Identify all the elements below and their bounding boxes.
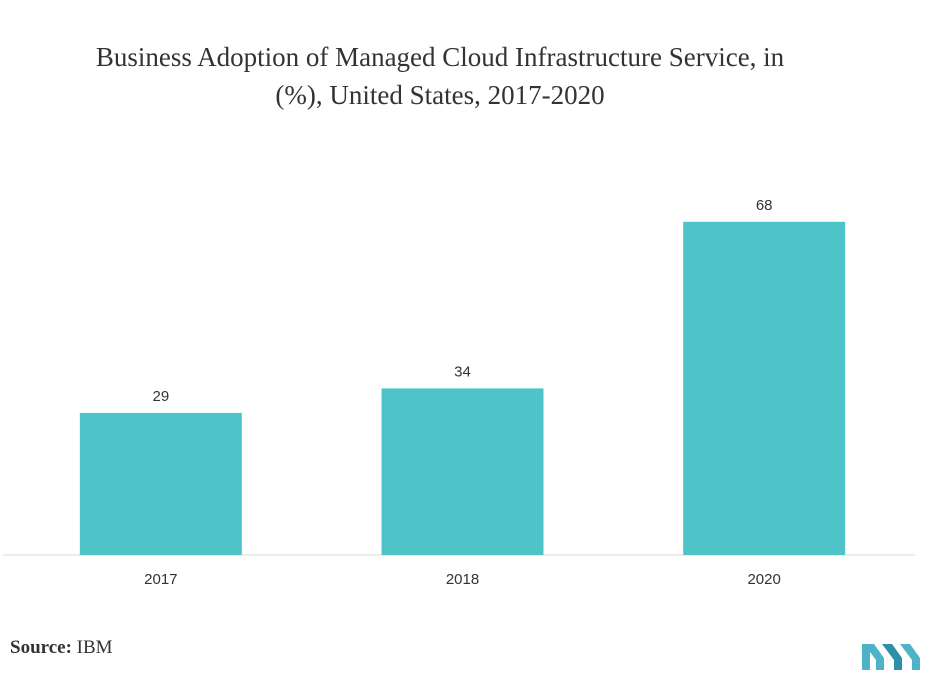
x-tick-label-2018: 2018 xyxy=(446,571,479,588)
bar-2018[interactable] xyxy=(381,388,544,555)
x-tick-label-2017: 2017 xyxy=(144,571,177,588)
data-label-2017: 29 xyxy=(152,388,169,405)
source-value: IBM xyxy=(76,637,113,658)
data-label-2018: 34 xyxy=(454,363,471,380)
mordor-intelligence-logo-icon xyxy=(862,644,920,670)
source-label: Source: xyxy=(10,637,72,658)
chart-title: Business Adoption of Managed Cloud Infra… xyxy=(20,38,860,114)
bar-2020[interactable] xyxy=(683,221,846,556)
bar-2017[interactable] xyxy=(79,412,242,555)
data-label-2020: 68 xyxy=(756,197,773,214)
x-tick-label-2020: 2020 xyxy=(747,571,780,588)
chart-title-line-2: (%), United States, 2017-2020 xyxy=(275,80,605,110)
chart-title-line-1: Business Adoption of Managed Cloud Infra… xyxy=(95,42,785,72)
source-note: Source: IBM xyxy=(10,637,113,659)
